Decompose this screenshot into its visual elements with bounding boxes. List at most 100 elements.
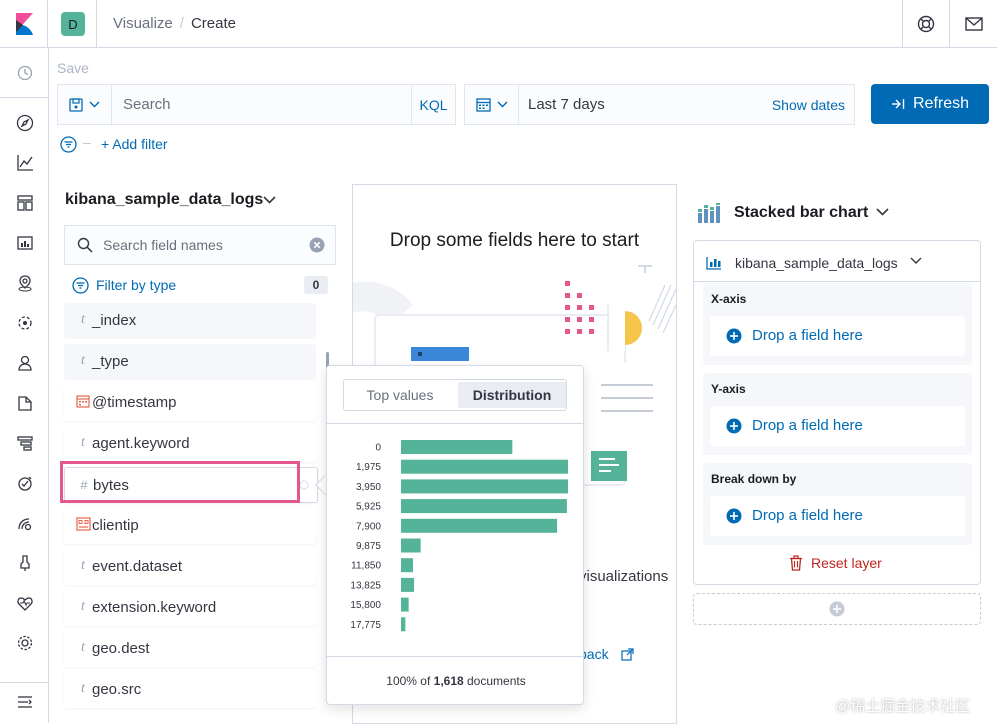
chevron-down-icon[interactable] — [263, 196, 276, 204]
scrollbar-thumb[interactable] — [326, 352, 329, 368]
filter-divider — [83, 143, 91, 144]
stack-monitoring-icon[interactable] — [12, 590, 37, 615]
filter-menu-icon[interactable] — [60, 136, 77, 153]
filter-by-type-button[interactable]: Filter by type — [96, 277, 177, 293]
break-down-drop-zone[interactable]: Drop a field here — [710, 496, 965, 536]
popover-divider — [327, 656, 583, 657]
x-axis-drop-zone[interactable]: Drop a field here — [710, 316, 965, 356]
string-type-icon: t — [81, 435, 85, 450]
clear-icon[interactable] — [309, 237, 325, 253]
chevron-down-icon — [497, 101, 507, 108]
filter-icon[interactable] — [72, 277, 89, 294]
field-name: agent.keyword — [92, 435, 190, 452]
tab-top-values[interactable]: Top values — [366, 387, 434, 403]
bar-category-label: 9,875 — [356, 541, 381, 552]
distribution-bar[interactable] — [401, 459, 568, 474]
logs-icon[interactable] — [12, 390, 37, 415]
query-bar: KQL — [57, 84, 456, 125]
add-filter-button[interactable]: + Add filter — [101, 136, 168, 152]
bar-category-label: 11,850 — [351, 561, 381, 572]
layer-index-pattern[interactable]: kibana_sample_data_logs — [735, 255, 898, 271]
reset-layer-label: Reset layer — [811, 555, 882, 571]
stacked-bar-chart-icon — [697, 203, 723, 223]
number-type-icon: # — [80, 478, 88, 493]
field-search-input[interactable] — [103, 226, 303, 264]
chart-type-switcher[interactable]: Stacked bar chart — [734, 204, 869, 221]
save-link[interactable]: Save — [57, 60, 89, 76]
distribution-bar[interactable] — [401, 558, 414, 573]
field-item-type[interactable]: t _type — [64, 344, 316, 380]
breadcrumb: Visualize / Create — [113, 15, 236, 32]
field-item-event-dataset[interactable]: t event.dataset — [64, 549, 316, 585]
space-avatar[interactable]: D — [61, 12, 85, 36]
mail-button[interactable] — [949, 0, 997, 48]
management-icon[interactable] — [12, 630, 37, 655]
add-layer-button[interactable] — [693, 593, 981, 625]
field-name: @timestamp — [92, 394, 177, 411]
help-button[interactable] — [902, 0, 949, 48]
string-type-icon: t — [81, 681, 85, 696]
recently-viewed-icon[interactable] — [12, 60, 37, 85]
canvas-icon[interactable] — [12, 230, 37, 255]
breadcrumb-create: Create — [190, 15, 236, 32]
field-item-timestamp[interactable]: @timestamp — [64, 385, 316, 421]
field-item-extension-keyword[interactable]: t extension.keyword — [64, 590, 316, 626]
distribution-bar[interactable] — [401, 518, 558, 533]
distribution-bar[interactable] — [401, 617, 406, 632]
machine-learning-icon[interactable] — [12, 310, 37, 335]
string-type-icon: t — [81, 558, 85, 573]
refresh-button[interactable]: Refresh — [871, 84, 989, 124]
uptime-icon[interactable] — [12, 470, 37, 495]
space-initial: D — [68, 16, 78, 32]
field-item-agent-keyword[interactable]: t agent.keyword — [64, 426, 316, 462]
field-name: bytes — [93, 477, 129, 494]
refresh-icon — [891, 99, 905, 109]
collapse-menu-icon[interactable] — [12, 689, 37, 714]
apm-icon[interactable] — [12, 430, 37, 455]
ip-type-icon — [76, 517, 91, 531]
dev-tools-icon[interactable] — [12, 550, 37, 575]
left-navigation — [0, 48, 49, 723]
field-item-geo-dest[interactable]: t geo.dest — [64, 631, 316, 667]
field-item-geo-src[interactable]: t geo.src — [64, 672, 316, 708]
field-item-bytes[interactable]: # bytes — [64, 467, 318, 503]
distribution-bar[interactable] — [401, 577, 415, 592]
dashboard-icon[interactable] — [12, 190, 37, 215]
y-axis-drop-zone[interactable]: Drop a field here — [710, 406, 965, 446]
chevron-down-icon — [89, 101, 100, 108]
bar-category-label: 17,775 — [350, 620, 381, 631]
visualize-icon[interactable] — [12, 150, 37, 175]
search-input[interactable] — [113, 85, 411, 124]
siem-icon[interactable] — [12, 510, 37, 535]
distribution-bar[interactable] — [401, 538, 421, 553]
chevron-down-icon[interactable] — [876, 208, 889, 216]
index-pattern-title[interactable]: kibana_sample_data_logs — [65, 191, 264, 208]
date-range-label[interactable]: Last 7 days — [528, 96, 605, 113]
distribution-bar[interactable] — [401, 440, 513, 454]
x-axis-group: X-axis Drop a field here — [703, 283, 972, 365]
reset-layer-button[interactable]: Reset layer — [789, 555, 882, 571]
feedback-link[interactable]: back — [579, 646, 635, 662]
bar-category-label: 1,975 — [356, 462, 381, 473]
quick-select-button[interactable] — [465, 85, 519, 124]
field-search-box — [64, 225, 336, 265]
distribution-bar[interactable] — [401, 597, 409, 612]
breadcrumb-visualize[interactable]: Visualize — [113, 15, 173, 32]
field-item-index[interactable]: t _index — [64, 303, 316, 339]
discover-icon[interactable] — [12, 110, 37, 135]
infrastructure-icon[interactable] — [12, 350, 37, 375]
distribution-bar[interactable] — [401, 479, 568, 494]
mail-icon — [964, 17, 983, 31]
show-dates-link[interactable]: Show dates — [771, 97, 845, 113]
field-item-clientip[interactable]: clientip — [64, 508, 316, 544]
kibana-logo-icon[interactable] — [0, 0, 48, 48]
chevron-down-icon[interactable] — [910, 257, 922, 264]
maps-icon[interactable] — [12, 270, 37, 295]
field-name: event.dataset — [92, 558, 183, 575]
tab-distribution[interactable]: Distribution — [458, 382, 566, 408]
kql-toggle-button[interactable]: KQL — [411, 85, 455, 124]
distribution-bar[interactable] — [401, 499, 567, 514]
popover-divider — [327, 423, 583, 424]
plus-circle-icon — [726, 328, 742, 344]
saved-query-button[interactable] — [58, 85, 112, 124]
